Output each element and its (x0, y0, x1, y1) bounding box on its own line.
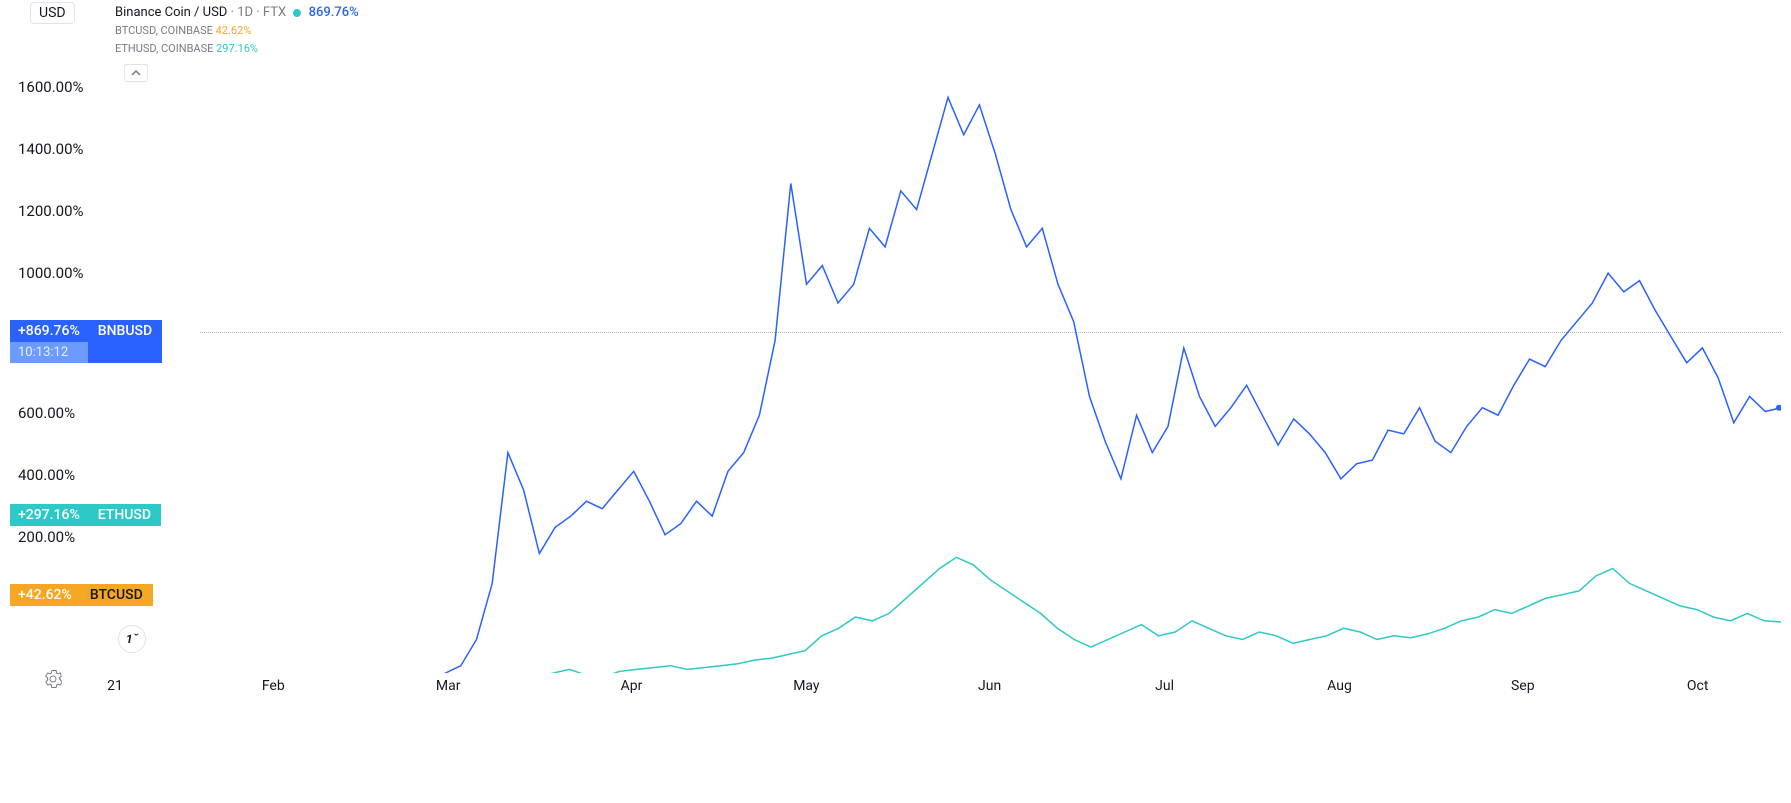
series-endpoint-dot (1776, 405, 1781, 411)
x-axis-label: Oct (1687, 678, 1709, 694)
currency-badge[interactable]: USD (30, 2, 75, 24)
chart-svg (115, 0, 1781, 673)
y-axis-label: 1000.00% (18, 264, 84, 282)
bnb-pct: +869.76% (10, 320, 88, 342)
x-axis-label: Sep (1511, 678, 1535, 694)
eth-pct: +297.16% (10, 504, 88, 526)
bnb-time: 10:13:12 (10, 342, 88, 363)
x-axis-label: Aug (1327, 678, 1352, 694)
gear-icon (44, 670, 62, 688)
x-axis-label: Jun (978, 678, 1001, 694)
settings-button[interactable] (44, 670, 62, 688)
x-axis-label: 21 (107, 678, 123, 694)
x-axis-label: Jul (1155, 678, 1174, 694)
chart-container: USD Binance Coin / USD · 1D · FTX 869.76… (0, 0, 1791, 803)
y-axis-label: 1400.00% (18, 140, 84, 158)
y-axis-label: 200.00% (18, 528, 75, 546)
x-axis: 21FebMarAprMayJunJulAugSepOct (115, 678, 1781, 698)
x-axis-label: Apr (621, 678, 643, 694)
x-axis-label: May (793, 678, 819, 694)
btc-pct: +42.62% (10, 584, 80, 606)
series-line-ethusd (115, 557, 1781, 673)
y-axis-label: 1200.00% (18, 202, 84, 220)
x-axis-label: Mar (436, 678, 461, 694)
y-axis-label: 400.00% (18, 466, 75, 484)
series-line-bnbusd (115, 97, 1781, 673)
x-axis-label: Feb (262, 678, 285, 694)
tradingview-logo[interactable]: 1ˇ (118, 625, 146, 653)
chart-plot-area[interactable] (115, 0, 1781, 673)
y-axis-label: 600.00% (18, 404, 75, 422)
y-axis-label: 1600.00% (18, 78, 84, 96)
